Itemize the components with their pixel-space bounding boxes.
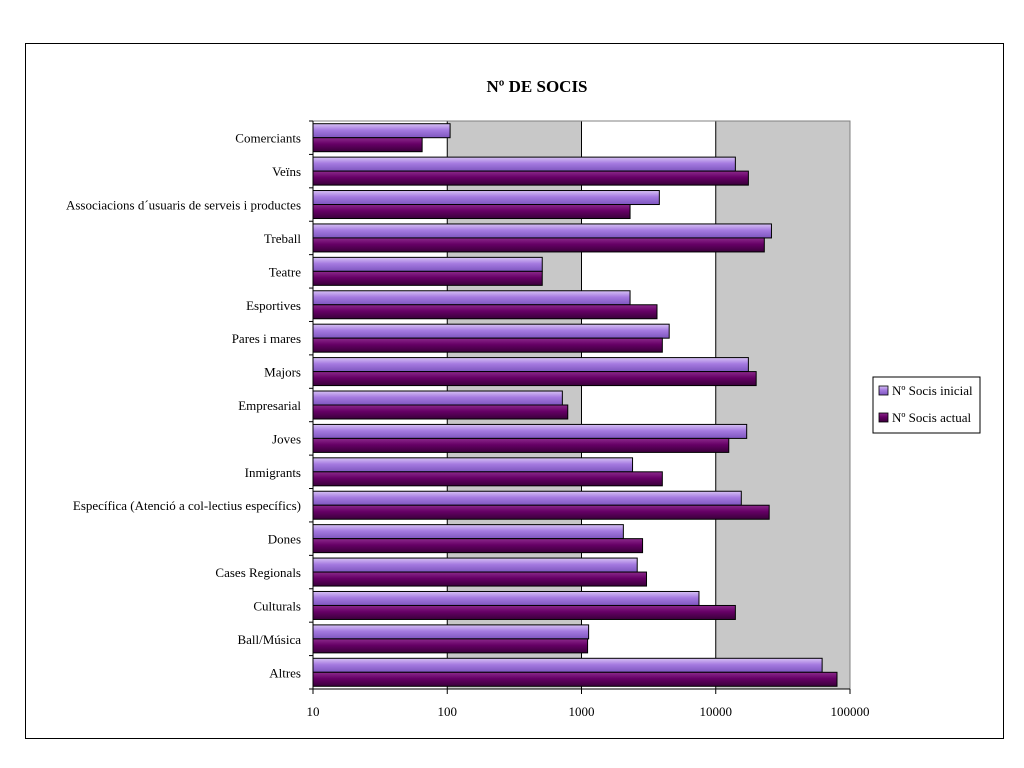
legend-box [872, 376, 981, 434]
category-label: Esportives [246, 298, 301, 313]
bar-actual [312, 571, 648, 587]
bar-actual [312, 170, 749, 186]
category-label: Culturals [253, 598, 301, 613]
legend-swatch-initial [878, 385, 889, 396]
category-label: Inmigrants [245, 465, 301, 480]
bar-initial [312, 423, 748, 439]
category-label: Comerciants [235, 131, 301, 146]
x-tick-label: 100 [438, 704, 458, 719]
bar-actual [312, 137, 423, 153]
bar-initial [312, 256, 543, 272]
category-label: Ball/Música [237, 632, 301, 647]
x-tick-label: 100000 [831, 704, 870, 719]
category-label: Associacions d´usuaris de serveis i prod… [66, 198, 301, 213]
bar-initial [312, 190, 660, 206]
bar-initial [312, 557, 638, 573]
bar-actual [312, 270, 543, 286]
category-label: Majors [264, 365, 301, 380]
bar-actual [312, 404, 569, 420]
bar-actual [312, 371, 757, 387]
legend-label-initial: Nº Socis inicial [892, 383, 973, 398]
legend: Nº Socis inicial Nº Socis actual [872, 376, 981, 434]
legend-swatch-actual [878, 412, 889, 423]
bar-initial [312, 223, 772, 239]
chart-title: Nº DE SOCIS [486, 77, 587, 96]
bar-initial [312, 123, 451, 139]
category-label: Treball [264, 231, 301, 246]
bar-actual [312, 504, 770, 520]
x-tick-label: 1000 [569, 704, 595, 719]
plot-band [715, 121, 850, 689]
bar-initial [312, 590, 700, 606]
bar-initial [312, 323, 670, 339]
bar-actual [312, 437, 730, 453]
bar-initial [312, 357, 749, 373]
bar-initial [312, 156, 736, 172]
bar-initial [312, 390, 563, 406]
legend-label-actual: Nº Socis actual [892, 410, 972, 425]
category-label: Teatre [269, 264, 302, 279]
x-tick-label: 10 [307, 704, 320, 719]
category-label: Dones [268, 532, 301, 547]
bar-actual [312, 538, 644, 554]
bar-actual [312, 304, 658, 320]
category-label: Específica (Atenció a col-lectius especí… [73, 498, 301, 513]
bar-actual [312, 337, 663, 353]
x-tick-label: 10000 [700, 704, 733, 719]
chart-svg: Nº DE SOCIS Comerciants Veïns Associacions… [66, 77, 981, 719]
category-label: Cases Regionals [215, 565, 301, 580]
bar-initial [312, 624, 590, 640]
category-label: Altres [269, 665, 301, 680]
bar-initial [312, 457, 634, 473]
category-label: Joves [272, 431, 301, 446]
category-label: Veïns [272, 164, 301, 179]
chart-frame: Nº DE SOCIS Comerciants Veïns Associacions… [25, 43, 1004, 739]
bar-actual [312, 237, 765, 253]
bar-actual [312, 204, 631, 220]
category-label: Pares i mares [232, 331, 301, 346]
bar-initial [312, 524, 624, 540]
category-label: Empresarial [238, 398, 301, 413]
bar-actual [312, 604, 736, 620]
bar-initial [312, 290, 631, 306]
bar-actual [312, 638, 589, 654]
bar-actual [312, 471, 663, 487]
bar-actual [312, 671, 838, 687]
bar-initial [312, 490, 742, 506]
bar-initial [312, 657, 823, 673]
